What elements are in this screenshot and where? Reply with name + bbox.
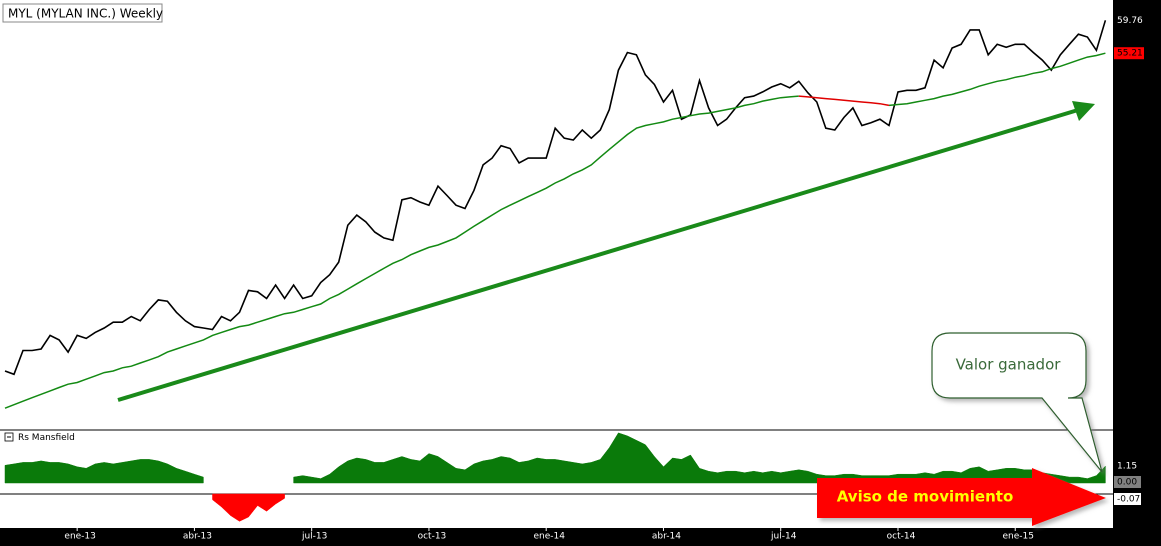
last-value-box [1114, 47, 1144, 60]
last-value-label: 1.15 [1117, 462, 1137, 472]
x-tick-label: abr-13 [183, 532, 212, 542]
price-line [4, 20, 1107, 376]
warning-text: Aviso de movimiento [837, 488, 1014, 506]
y-tick-label: -0.07 [1117, 495, 1140, 505]
y-tick-box [1114, 476, 1141, 488]
trend-arrow [117, 108, 1079, 402]
bottom-axis-strip [0, 528, 1161, 546]
x-tick-label: abr-14 [652, 532, 681, 542]
title-box [2, 3, 163, 23]
callout-text: Valor ganador [956, 356, 1062, 374]
y-tick-box [1114, 493, 1141, 506]
price-line [798, 95, 890, 107]
last-value-label: 59.76 [1117, 16, 1143, 26]
price-line [888, 52, 1106, 107]
right-axis-strip [1113, 0, 1161, 546]
x-tick-label: ene-15 [1002, 532, 1033, 542]
callout-bubble [931, 332, 1103, 473]
x-tick-label: jul-14 [770, 532, 797, 542]
plot-area [4, 20, 1107, 522]
rs-negative-area [212, 493, 285, 522]
x-tick-label: ene-14 [533, 532, 565, 542]
x-tick-label: jul-13 [301, 532, 327, 542]
warning-arrow [817, 468, 1106, 526]
rs-positive-area [293, 432, 1106, 484]
x-tick-label: ene-13 [64, 532, 95, 542]
last-value-label: 55.21 [1117, 49, 1143, 59]
panel-title: Rs Mansfield [18, 433, 75, 443]
x-tick-label: oct-14 [887, 532, 916, 542]
x-tick-label: oct-13 [418, 532, 447, 542]
rs-positive-area [4, 459, 204, 484]
y-tick-label: 0.00 [1117, 478, 1137, 488]
chart-title: MYL (MYLAN INC.) Weekly [8, 7, 163, 21]
trend-arrowhead [1072, 101, 1095, 121]
price-line [4, 95, 799, 409]
